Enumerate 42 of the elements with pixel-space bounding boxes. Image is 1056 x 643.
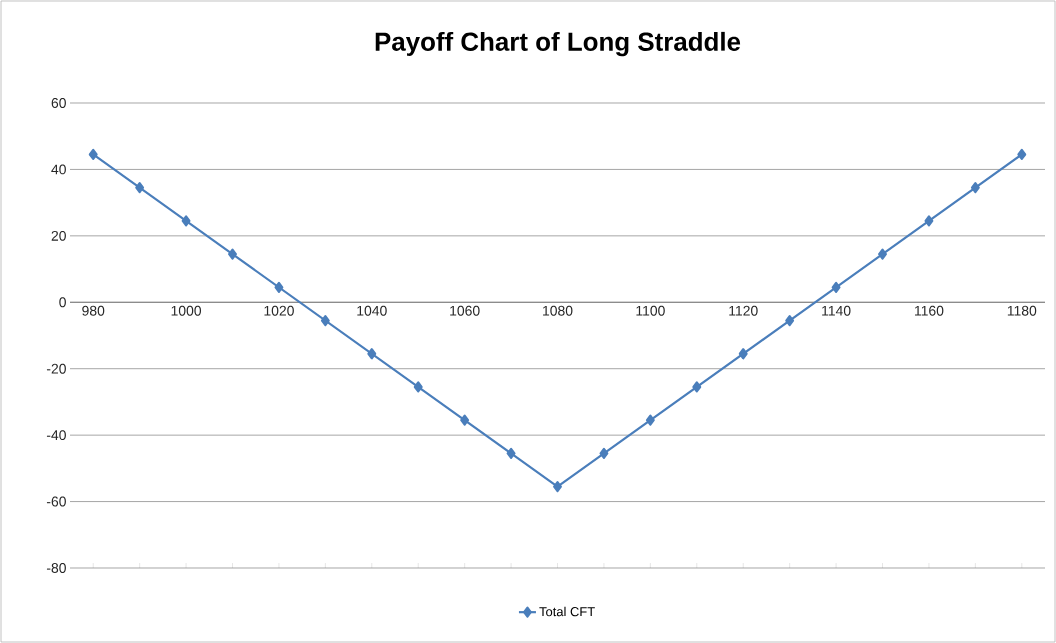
point	[274, 281, 284, 293]
y-tick-label: 60	[51, 98, 66, 108]
point	[924, 215, 934, 227]
point	[785, 314, 795, 327]
x-tick-label: 1020	[264, 305, 294, 316]
point	[553, 481, 562, 493]
point	[738, 348, 748, 360]
point	[506, 447, 516, 459]
x-tick-label: 1120	[729, 305, 758, 316]
point	[878, 248, 887, 260]
point	[181, 215, 191, 227]
point	[228, 248, 237, 260]
x-tick-label: 1000	[171, 305, 202, 316]
point	[135, 182, 145, 194]
x-tick-label: 1160	[915, 305, 944, 316]
point	[970, 182, 980, 194]
point	[599, 447, 609, 459]
point	[460, 414, 470, 426]
point	[413, 381, 423, 393]
point	[645, 414, 655, 426]
chart-title: Payoff Chart of Long Straddle	[375, 31, 741, 57]
y-tick-label: 20	[51, 230, 66, 241]
point	[1017, 148, 1027, 161]
legend-label: Total CFT	[539, 606, 595, 617]
x-tick-label: 1060	[450, 305, 480, 316]
y-tick-label: 0	[59, 297, 66, 308]
y-tick-label: -60	[46, 496, 66, 507]
x-tick-label: 1040	[357, 305, 387, 316]
point	[692, 381, 702, 393]
y-tick-label: 40	[51, 164, 66, 175]
x-tick-label: 980	[82, 305, 105, 316]
point	[831, 281, 841, 293]
y-tick-label: -40	[46, 430, 66, 441]
x-tick-label: 1140	[822, 305, 851, 316]
point	[320, 314, 330, 327]
y-tick-label: -20	[46, 363, 66, 374]
x-tick-label: 1180	[1007, 305, 1037, 316]
point	[88, 148, 98, 161]
point	[367, 348, 377, 360]
x-tick-label: 1100	[636, 305, 665, 316]
x-tick-label: 1080	[543, 305, 573, 316]
y-tick-label: -80	[46, 563, 66, 573]
